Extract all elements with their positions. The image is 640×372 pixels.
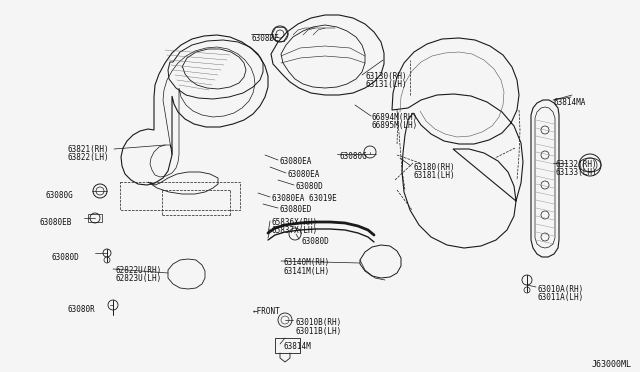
Text: 65837X(LH): 65837X(LH)	[272, 226, 318, 235]
Text: 66894M(RH): 66894M(RH)	[372, 113, 419, 122]
Text: 63080D: 63080D	[52, 253, 80, 262]
Text: 63080G: 63080G	[340, 152, 368, 161]
Text: 6308ØE: 6308ØE	[252, 34, 280, 43]
Text: 63010B(RH): 63010B(RH)	[296, 318, 342, 327]
Text: 63141M(LH): 63141M(LH)	[283, 267, 329, 276]
Text: 63080EA: 63080EA	[280, 157, 312, 166]
Text: 63080EA: 63080EA	[288, 170, 321, 179]
Text: 63080ED: 63080ED	[280, 205, 312, 214]
Text: 63080D: 63080D	[296, 182, 324, 191]
Text: 63814MA: 63814MA	[554, 98, 586, 107]
Text: 63080G: 63080G	[45, 191, 73, 200]
Text: 63181(LH): 63181(LH)	[413, 171, 454, 180]
Text: 63011B(LH): 63011B(LH)	[296, 327, 342, 336]
Bar	[120, 182, 240, 210]
Text: 63133(LH): 63133(LH)	[555, 168, 596, 177]
Text: 63011A(LH): 63011A(LH)	[538, 293, 584, 302]
Text: 63080EB: 63080EB	[40, 218, 72, 227]
Text: 63080R: 63080R	[68, 305, 96, 314]
Text: 63080D: 63080D	[302, 237, 330, 246]
Text: 66895M(LH): 66895M(LH)	[372, 121, 419, 130]
Bar	[275, 338, 300, 353]
Text: 62822U(RH): 62822U(RH)	[116, 266, 163, 275]
Text: 63180(RH): 63180(RH)	[413, 163, 454, 172]
Text: 65836X(RH): 65836X(RH)	[272, 218, 318, 227]
Bar	[88, 214, 102, 222]
Text: 63132(RH): 63132(RH)	[555, 160, 596, 169]
Text: 63130(RH): 63130(RH)	[365, 72, 406, 81]
Text: 63080EA 63019E: 63080EA 63019E	[272, 194, 337, 203]
Text: ←FRONT: ←FRONT	[253, 307, 281, 316]
Text: J63000ML: J63000ML	[592, 360, 632, 369]
Text: 63814M: 63814M	[283, 342, 311, 351]
Text: 63010A(RH): 63010A(RH)	[538, 285, 584, 294]
Text: 63140M(RH): 63140M(RH)	[283, 258, 329, 267]
Text: 63131(LH): 63131(LH)	[365, 80, 406, 89]
Text: 63822(LH): 63822(LH)	[68, 153, 109, 162]
Text: 62823U(LH): 62823U(LH)	[116, 274, 163, 283]
Text: 63821(RH): 63821(RH)	[68, 145, 109, 154]
